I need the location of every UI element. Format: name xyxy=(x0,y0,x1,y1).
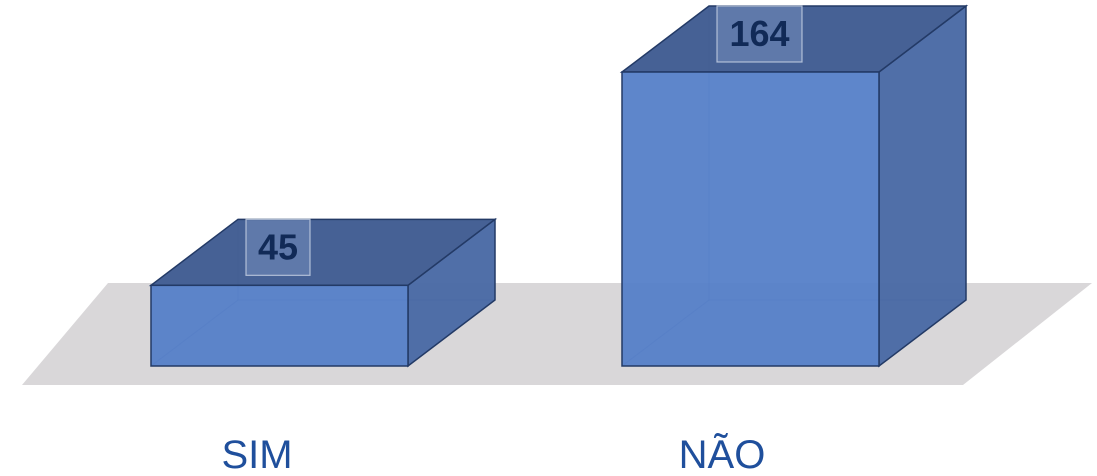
category-axis: SIM NÃO xyxy=(221,432,765,476)
data-label-box-n-o xyxy=(716,5,803,63)
data-label-sim: 45 xyxy=(258,226,298,267)
bar-sim-front-face xyxy=(150,284,409,367)
data-labels: 45 164 xyxy=(245,5,803,276)
data-label-box-sim xyxy=(245,218,311,276)
bar-sim xyxy=(148,217,498,368)
bar-n-o-front-face xyxy=(621,71,880,367)
category-label-n-o: NÃO xyxy=(679,432,766,476)
bar-series xyxy=(148,4,969,368)
bar-n-o xyxy=(619,4,969,368)
data-label-n-o: 164 xyxy=(729,13,789,54)
category-label-sim: SIM xyxy=(221,433,292,476)
